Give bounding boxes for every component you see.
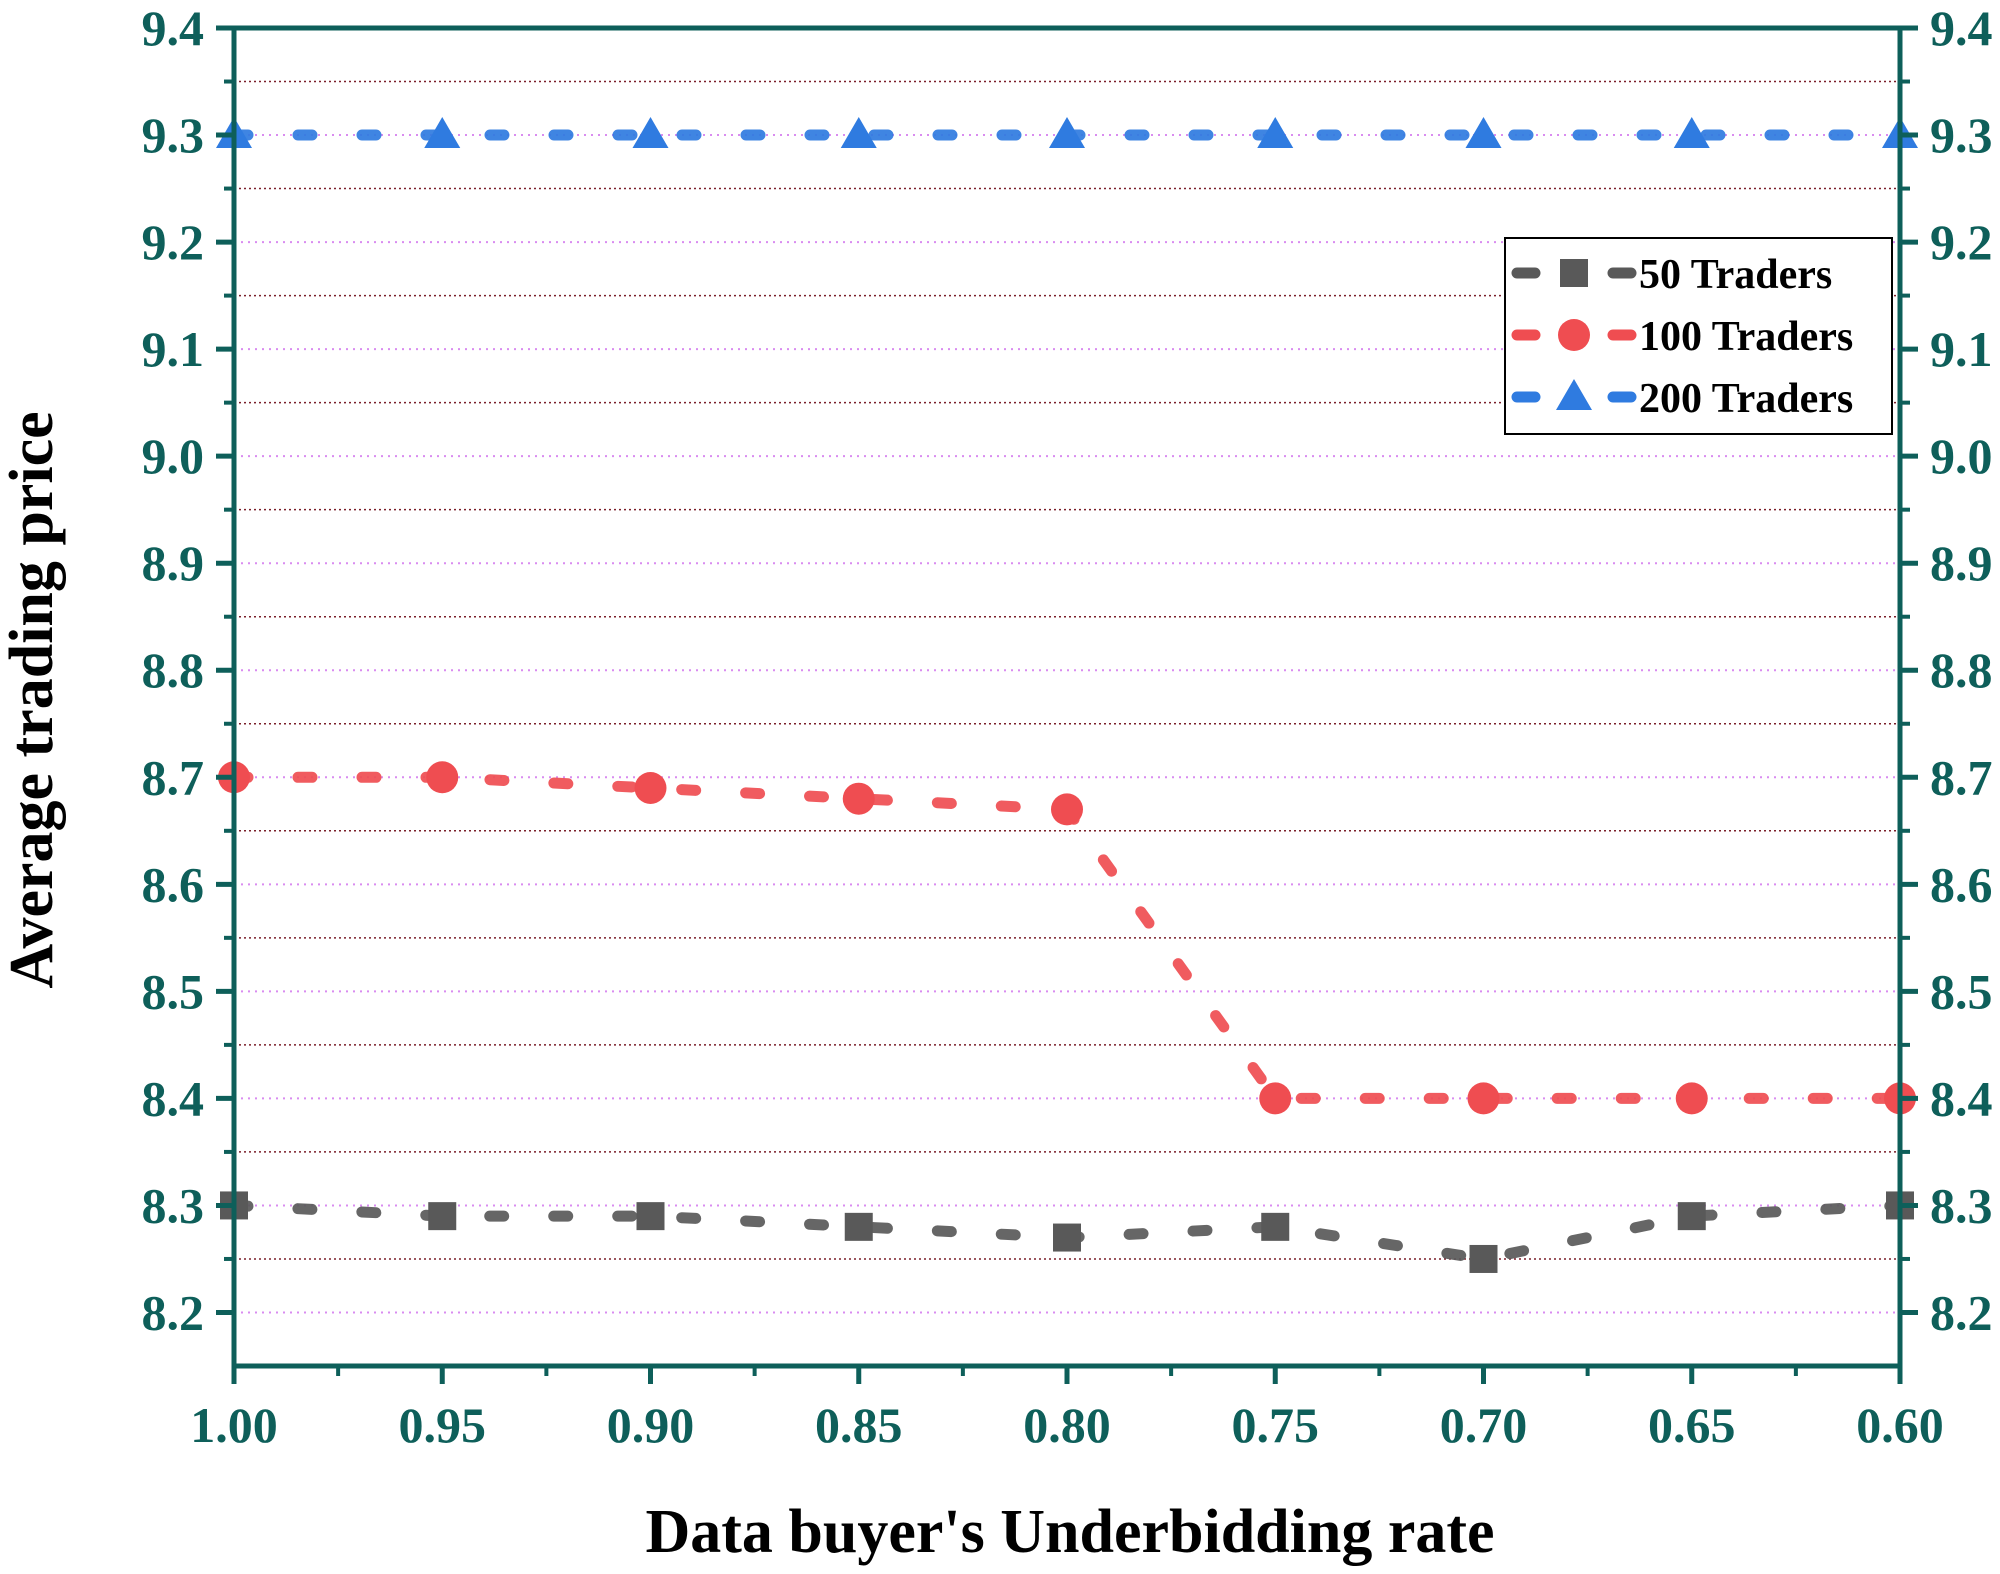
grid-layer	[234, 27, 1900, 1314]
legend-item: 50 Traders	[1511, 252, 1832, 298]
x-tick-label: 1.00	[190, 1397, 278, 1453]
data-point	[426, 761, 459, 794]
y-tick-label-right: 9.2	[1930, 214, 1993, 270]
y-tick-label-right: 8.5	[1930, 963, 1993, 1019]
x-tick-label: 0.60	[1856, 1397, 1944, 1453]
data-point	[634, 771, 667, 804]
data-point	[844, 1212, 873, 1241]
y-tick-label-left: 8.7	[142, 749, 205, 805]
y-tick-label-left: 8.2	[142, 1284, 205, 1340]
data-point	[1677, 1202, 1706, 1231]
series-200-traders	[216, 117, 1918, 149]
x-tick-label: 0.70	[1440, 1397, 1528, 1453]
series-50-traders	[220, 1191, 1914, 1273]
data-point	[1257, 117, 1294, 149]
data-point	[1259, 1082, 1292, 1115]
legend-label: 200 Traders	[1639, 376, 1853, 422]
y-tick-label-right: 8.3	[1930, 1177, 1993, 1233]
series-layer	[216, 117, 1918, 1273]
data-point	[424, 117, 461, 149]
y-tick-label-right: 8.4	[1930, 1070, 1993, 1126]
data-point	[1261, 1212, 1290, 1241]
x-tick-label: 0.90	[607, 1397, 695, 1453]
x-axis-title: Data buyer's Underbidding rate	[645, 1498, 1494, 1566]
x-tick-label: 0.65	[1648, 1397, 1736, 1453]
data-point	[632, 117, 669, 149]
data-point	[428, 1202, 457, 1231]
data-point	[1675, 1082, 1708, 1115]
data-point	[1051, 793, 1083, 826]
legend-marker	[1556, 379, 1592, 410]
x-tick-label: 0.75	[1232, 1397, 1320, 1453]
data-point	[842, 782, 875, 815]
x-tick-label: 0.80	[1023, 1397, 1111, 1453]
data-point	[840, 117, 877, 149]
y-tick-label-right: 8.6	[1930, 856, 1993, 912]
data-point	[1053, 1223, 1081, 1252]
y-tick-label-left: 8.5	[142, 963, 205, 1019]
legend-marker	[1560, 259, 1588, 287]
y-tick-label-left: 9.1	[142, 321, 205, 377]
plot-frame	[231, 25, 1903, 1369]
y-tick-label-right: 8.7	[1930, 749, 1993, 805]
legend-label: 100 Traders	[1639, 314, 1853, 360]
data-point	[1465, 117, 1502, 149]
legend-item: 100 Traders	[1511, 314, 1853, 360]
data-point	[1049, 117, 1085, 149]
data-point	[1469, 1244, 1498, 1273]
legend-item: 200 Traders	[1511, 376, 1853, 422]
data-point	[1467, 1082, 1500, 1115]
y-tick-label-right: 9.0	[1930, 428, 1993, 484]
legend-marker	[1558, 319, 1590, 351]
x-tick-label: 0.95	[399, 1397, 487, 1453]
y-tick-label-left: 9.2	[142, 214, 205, 270]
y-tick-label-left: 9.0	[142, 428, 205, 484]
y-tick-label-left: 8.4	[142, 1070, 205, 1126]
y-tick-label-right: 8.8	[1930, 642, 1993, 698]
y-tick-label-right: 9.3	[1930, 107, 1993, 163]
data-point	[636, 1202, 665, 1231]
y-tick-label-right: 9.4	[1930, 0, 1993, 56]
axis-layer: 8.2 8.2 8.3 8.3 8.4 8.4 8.5 8.5 8.6 8.6 8.7 8.7 8.8 8…	[142, 0, 1993, 1453]
y-tick-label-right: 9.1	[1930, 321, 1993, 377]
y-tick-label-left: 8.9	[142, 535, 205, 591]
y-tick-label-right: 8.9	[1930, 535, 1993, 591]
y-tick-label-left: 8.8	[142, 642, 205, 698]
y-axis-title: Average trading price	[0, 411, 66, 988]
legend: 50 Traders 100 Traders 200 Traders	[1504, 237, 1893, 435]
x-tick-label: 0.85	[815, 1397, 903, 1453]
y-tick-label-left: 9.3	[142, 107, 205, 163]
y-tick-label-right: 8.2	[1930, 1284, 1993, 1340]
data-point	[1673, 117, 1710, 149]
legend-label: 50 Traders	[1639, 252, 1832, 298]
y-tick-label-left: 8.6	[142, 856, 205, 912]
y-tick-label-left: 9.4	[142, 0, 205, 56]
y-tick-label-left: 8.3	[142, 1177, 205, 1233]
series-100-traders	[218, 761, 1916, 1115]
